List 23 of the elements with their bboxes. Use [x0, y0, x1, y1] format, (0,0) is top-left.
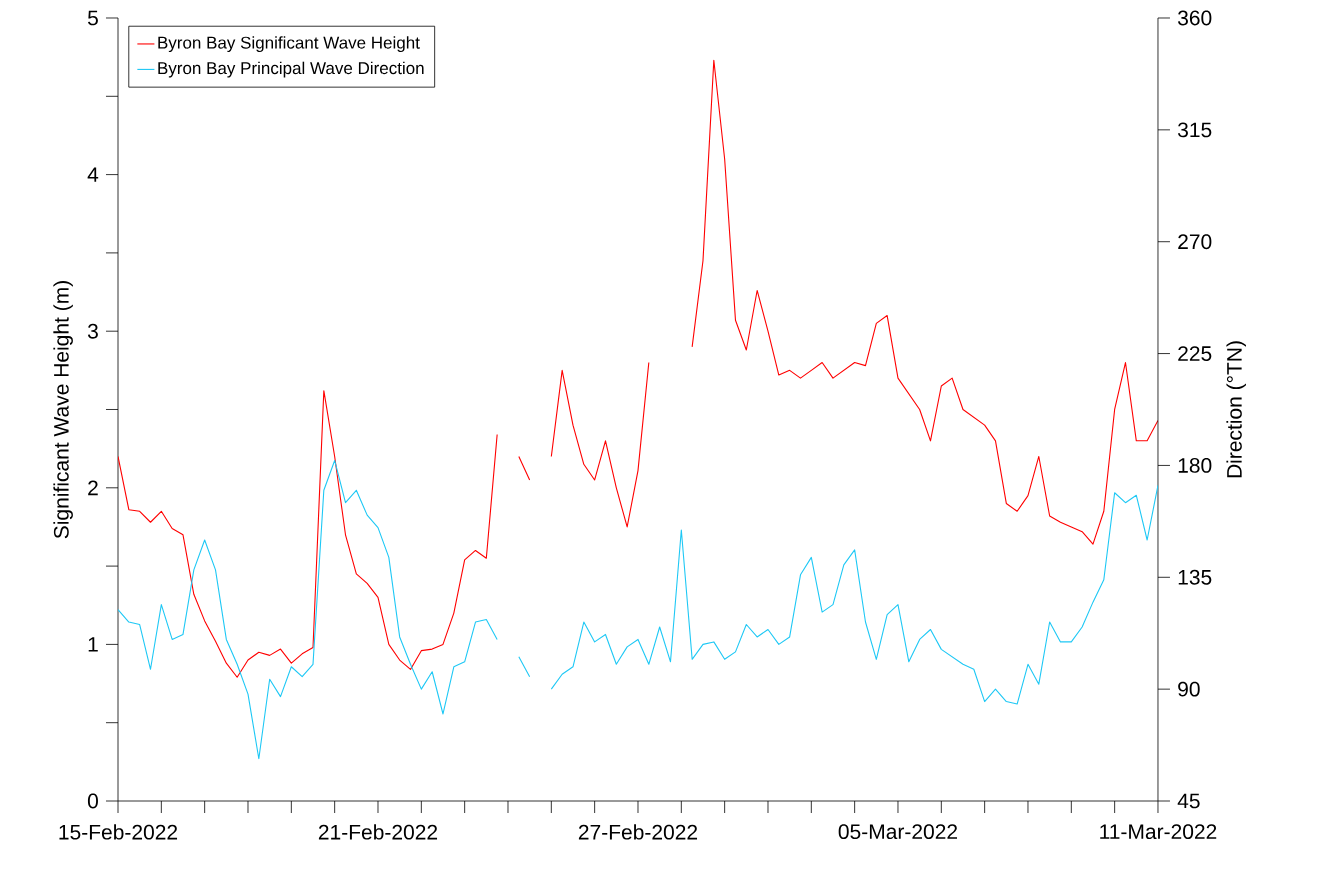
- legend-label: Byron Bay Principal Wave Direction: [158, 61, 424, 78]
- y2-tick-label: 180: [1178, 457, 1212, 473]
- x-tick-label: 05-Mar-2022: [838, 824, 958, 840]
- y2-tick-label: 225: [1178, 346, 1212, 361]
- y-tick-label: 3: [87, 323, 98, 339]
- y2-axis-title: Direction (°TN): [1226, 341, 1246, 478]
- y2-tick-label: 270: [1178, 234, 1212, 250]
- y-tick-label: 4: [87, 167, 99, 182]
- x-tick-label: 11-Mar-2022: [1100, 824, 1217, 840]
- y-tick-label: 0: [87, 793, 98, 809]
- x-tick-label: 15-Feb-2022: [59, 824, 178, 840]
- y2-tick-label: 45: [1177, 793, 1200, 809]
- y2-tick-label: 360: [1177, 10, 1212, 26]
- x-tick-label: 27-Feb-2022: [578, 824, 698, 840]
- y-tick-label: 5: [87, 10, 98, 26]
- x-tick-label: 21-Feb-2022: [318, 824, 438, 840]
- legend-label: Byron Bay Significant Wave Height: [158, 36, 420, 53]
- y-axis-title: Significant Wave Height (m): [53, 281, 73, 539]
- y2-tick-label: 135: [1178, 569, 1212, 585]
- y2-tick-label: 315: [1177, 122, 1212, 138]
- y2-tick-label: 90: [1178, 681, 1200, 697]
- y-tick-label: 1: [88, 637, 98, 652]
- y-tick-label: 2: [88, 480, 98, 496]
